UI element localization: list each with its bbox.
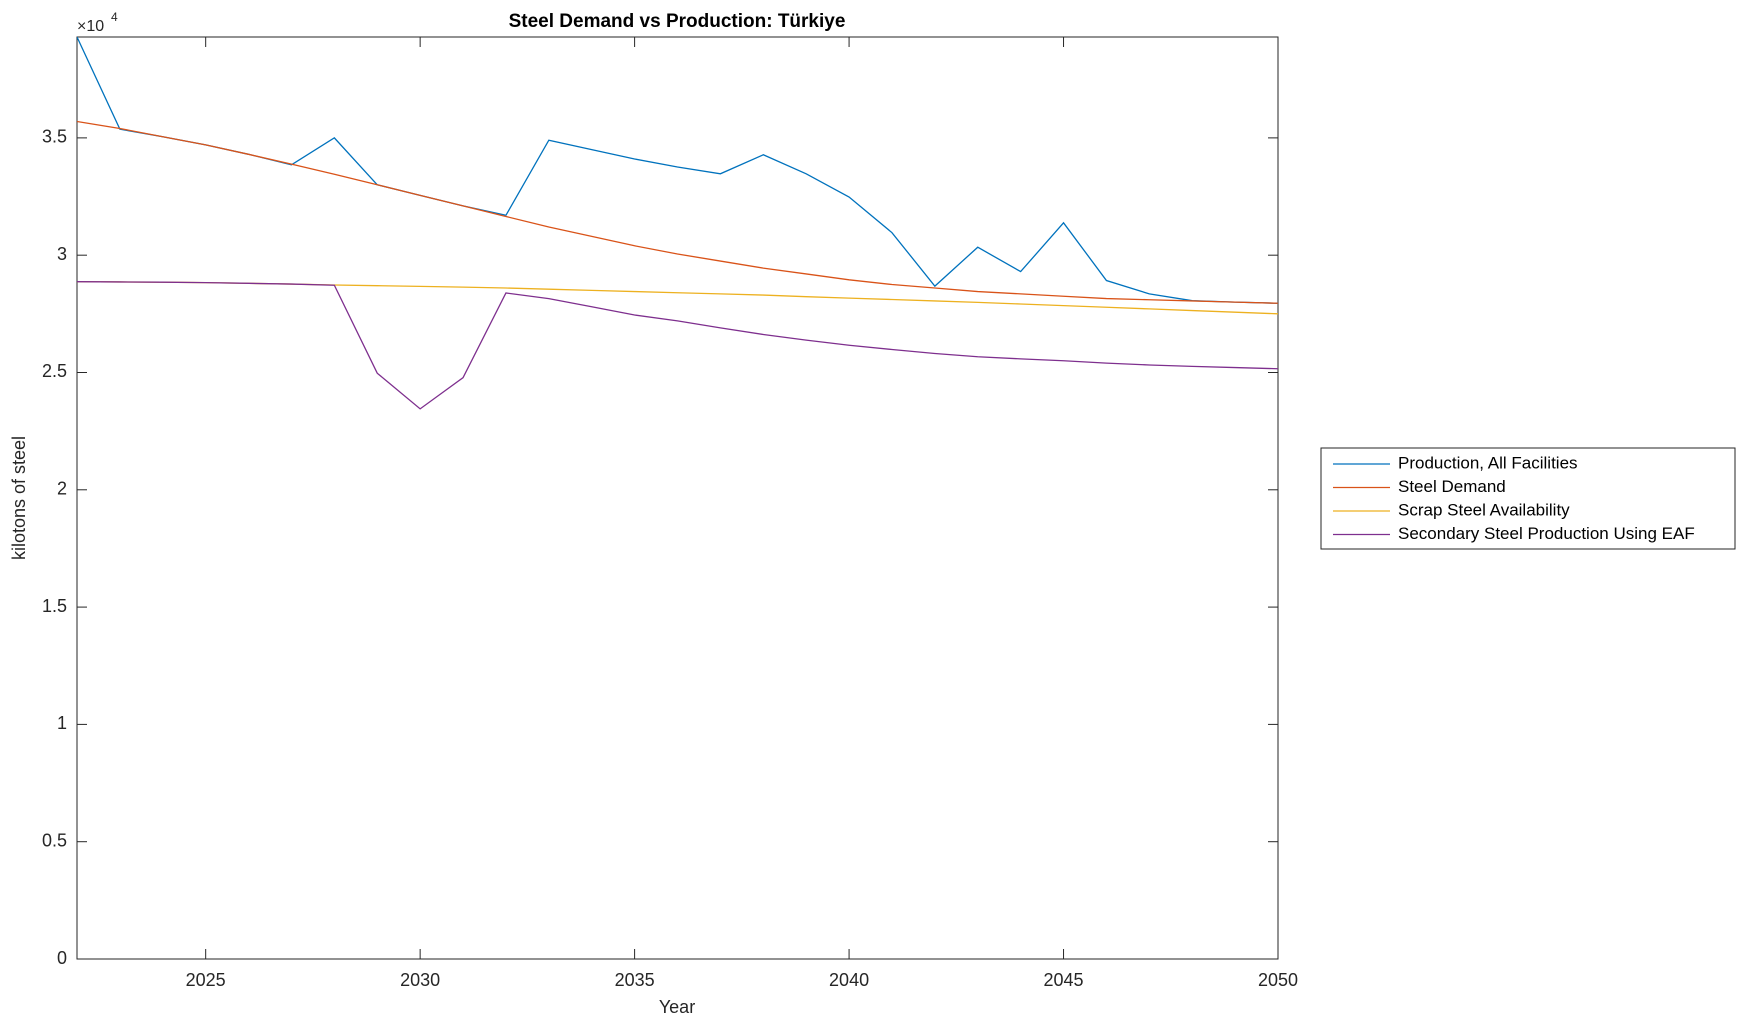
x-tick-label: 2045: [1044, 970, 1084, 990]
y-tick-label: 0: [57, 948, 67, 968]
x-tick-label: 2030: [400, 970, 440, 990]
y-tick-label: 2: [57, 479, 67, 499]
y-tick-label: 3.5: [42, 127, 67, 147]
y-tick-label: 1: [57, 713, 67, 733]
legend-box: [1320, 447, 1736, 550]
legend-label: Scrap Steel Availability: [1398, 500, 1570, 519]
x-tick-label: 2050: [1258, 970, 1298, 990]
x-tick-label: 2025: [186, 970, 226, 990]
y-tick-label: 2.5: [42, 361, 67, 381]
x-axis-label: Year: [659, 997, 695, 1017]
y-axis-label: kilotons of steel: [9, 436, 29, 560]
x-tick-label: 2035: [615, 970, 655, 990]
legend: Production, All Facilities Steel Demand Sc…: [1320, 447, 1736, 550]
legend-label: Secondary Steel Production Using EAF: [1398, 524, 1695, 543]
y-tick-label: 3: [57, 244, 67, 264]
y-tick-label: 1.5: [42, 596, 67, 616]
y-tick-label: 0.5: [42, 830, 67, 850]
y-multiplier: ×10: [77, 18, 104, 35]
legend-label: Production, All Facilities: [1398, 453, 1578, 472]
y-multiplier-exponent: 4: [111, 10, 118, 24]
legend-label: Steel Demand: [1398, 477, 1506, 496]
series-line: [77, 120, 1278, 304]
chart-title: Steel Demand vs Production: Türkiye: [509, 11, 846, 32]
plot-area: [76, 36, 1279, 960]
series-line: [77, 281, 1278, 410]
x-tick-label: 2040: [829, 970, 869, 990]
